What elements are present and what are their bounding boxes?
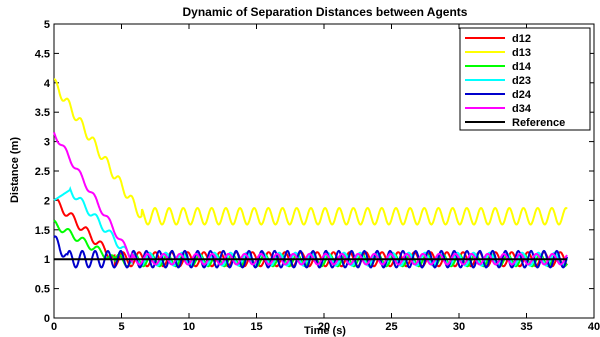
x-tick-label: 20 bbox=[318, 321, 330, 333]
y-tick-label: 4.5 bbox=[35, 48, 50, 60]
y-tick-label: 3.5 bbox=[35, 107, 50, 119]
x-tick-label: 30 bbox=[453, 321, 465, 333]
x-tick-label: 10 bbox=[183, 321, 195, 333]
y-tick-label: 3 bbox=[44, 137, 50, 149]
chart-title: Dynamic of Separation Distances between … bbox=[183, 5, 468, 19]
series-line-d24 bbox=[53, 235, 568, 269]
x-tick-label: 0 bbox=[51, 321, 57, 333]
y-tick-label: 2.5 bbox=[35, 166, 50, 178]
legend-label-d23: d23 bbox=[512, 75, 531, 87]
legend: d12 d13 d14 d23 d24 d34 Reference bbox=[459, 27, 591, 131]
y-tick-label: 1 bbox=[44, 254, 50, 266]
series-line-d13 bbox=[54, 78, 568, 226]
axis-ticks: 0 5 10 15 20 25 30 35 40 0 0.5 1 1.5 2 2.5 3 3.5 4 4.5 5 bbox=[35, 19, 600, 333]
x-tick-label: 35 bbox=[520, 321, 532, 333]
x-axis-label: Time (s) bbox=[304, 325, 346, 337]
y-tick-label: 0 bbox=[44, 313, 50, 325]
y-axis-label: Distance (m) bbox=[9, 137, 21, 203]
y-tick-label: 2 bbox=[44, 195, 50, 207]
x-tick-label: 5 bbox=[118, 321, 124, 333]
y-tick-label: 5 bbox=[44, 19, 50, 31]
legend-label-d12: d12 bbox=[512, 33, 531, 45]
legend-label-reference: Reference bbox=[512, 117, 565, 129]
legend-label-d13: d13 bbox=[512, 47, 531, 59]
x-tick-label: 40 bbox=[588, 321, 600, 333]
legend-label-d34: d34 bbox=[512, 103, 532, 115]
y-tick-label: 0.5 bbox=[35, 284, 50, 296]
series-lines bbox=[53, 78, 568, 269]
legend-label-d24: d24 bbox=[512, 89, 532, 101]
y-tick-label: 1.5 bbox=[35, 225, 50, 237]
x-tick-label: 25 bbox=[385, 321, 397, 333]
x-tick-label: 15 bbox=[250, 321, 262, 333]
legend-label-d14: d14 bbox=[512, 61, 532, 73]
series-line-d34 bbox=[53, 132, 568, 266]
y-tick-label: 4 bbox=[44, 78, 51, 90]
